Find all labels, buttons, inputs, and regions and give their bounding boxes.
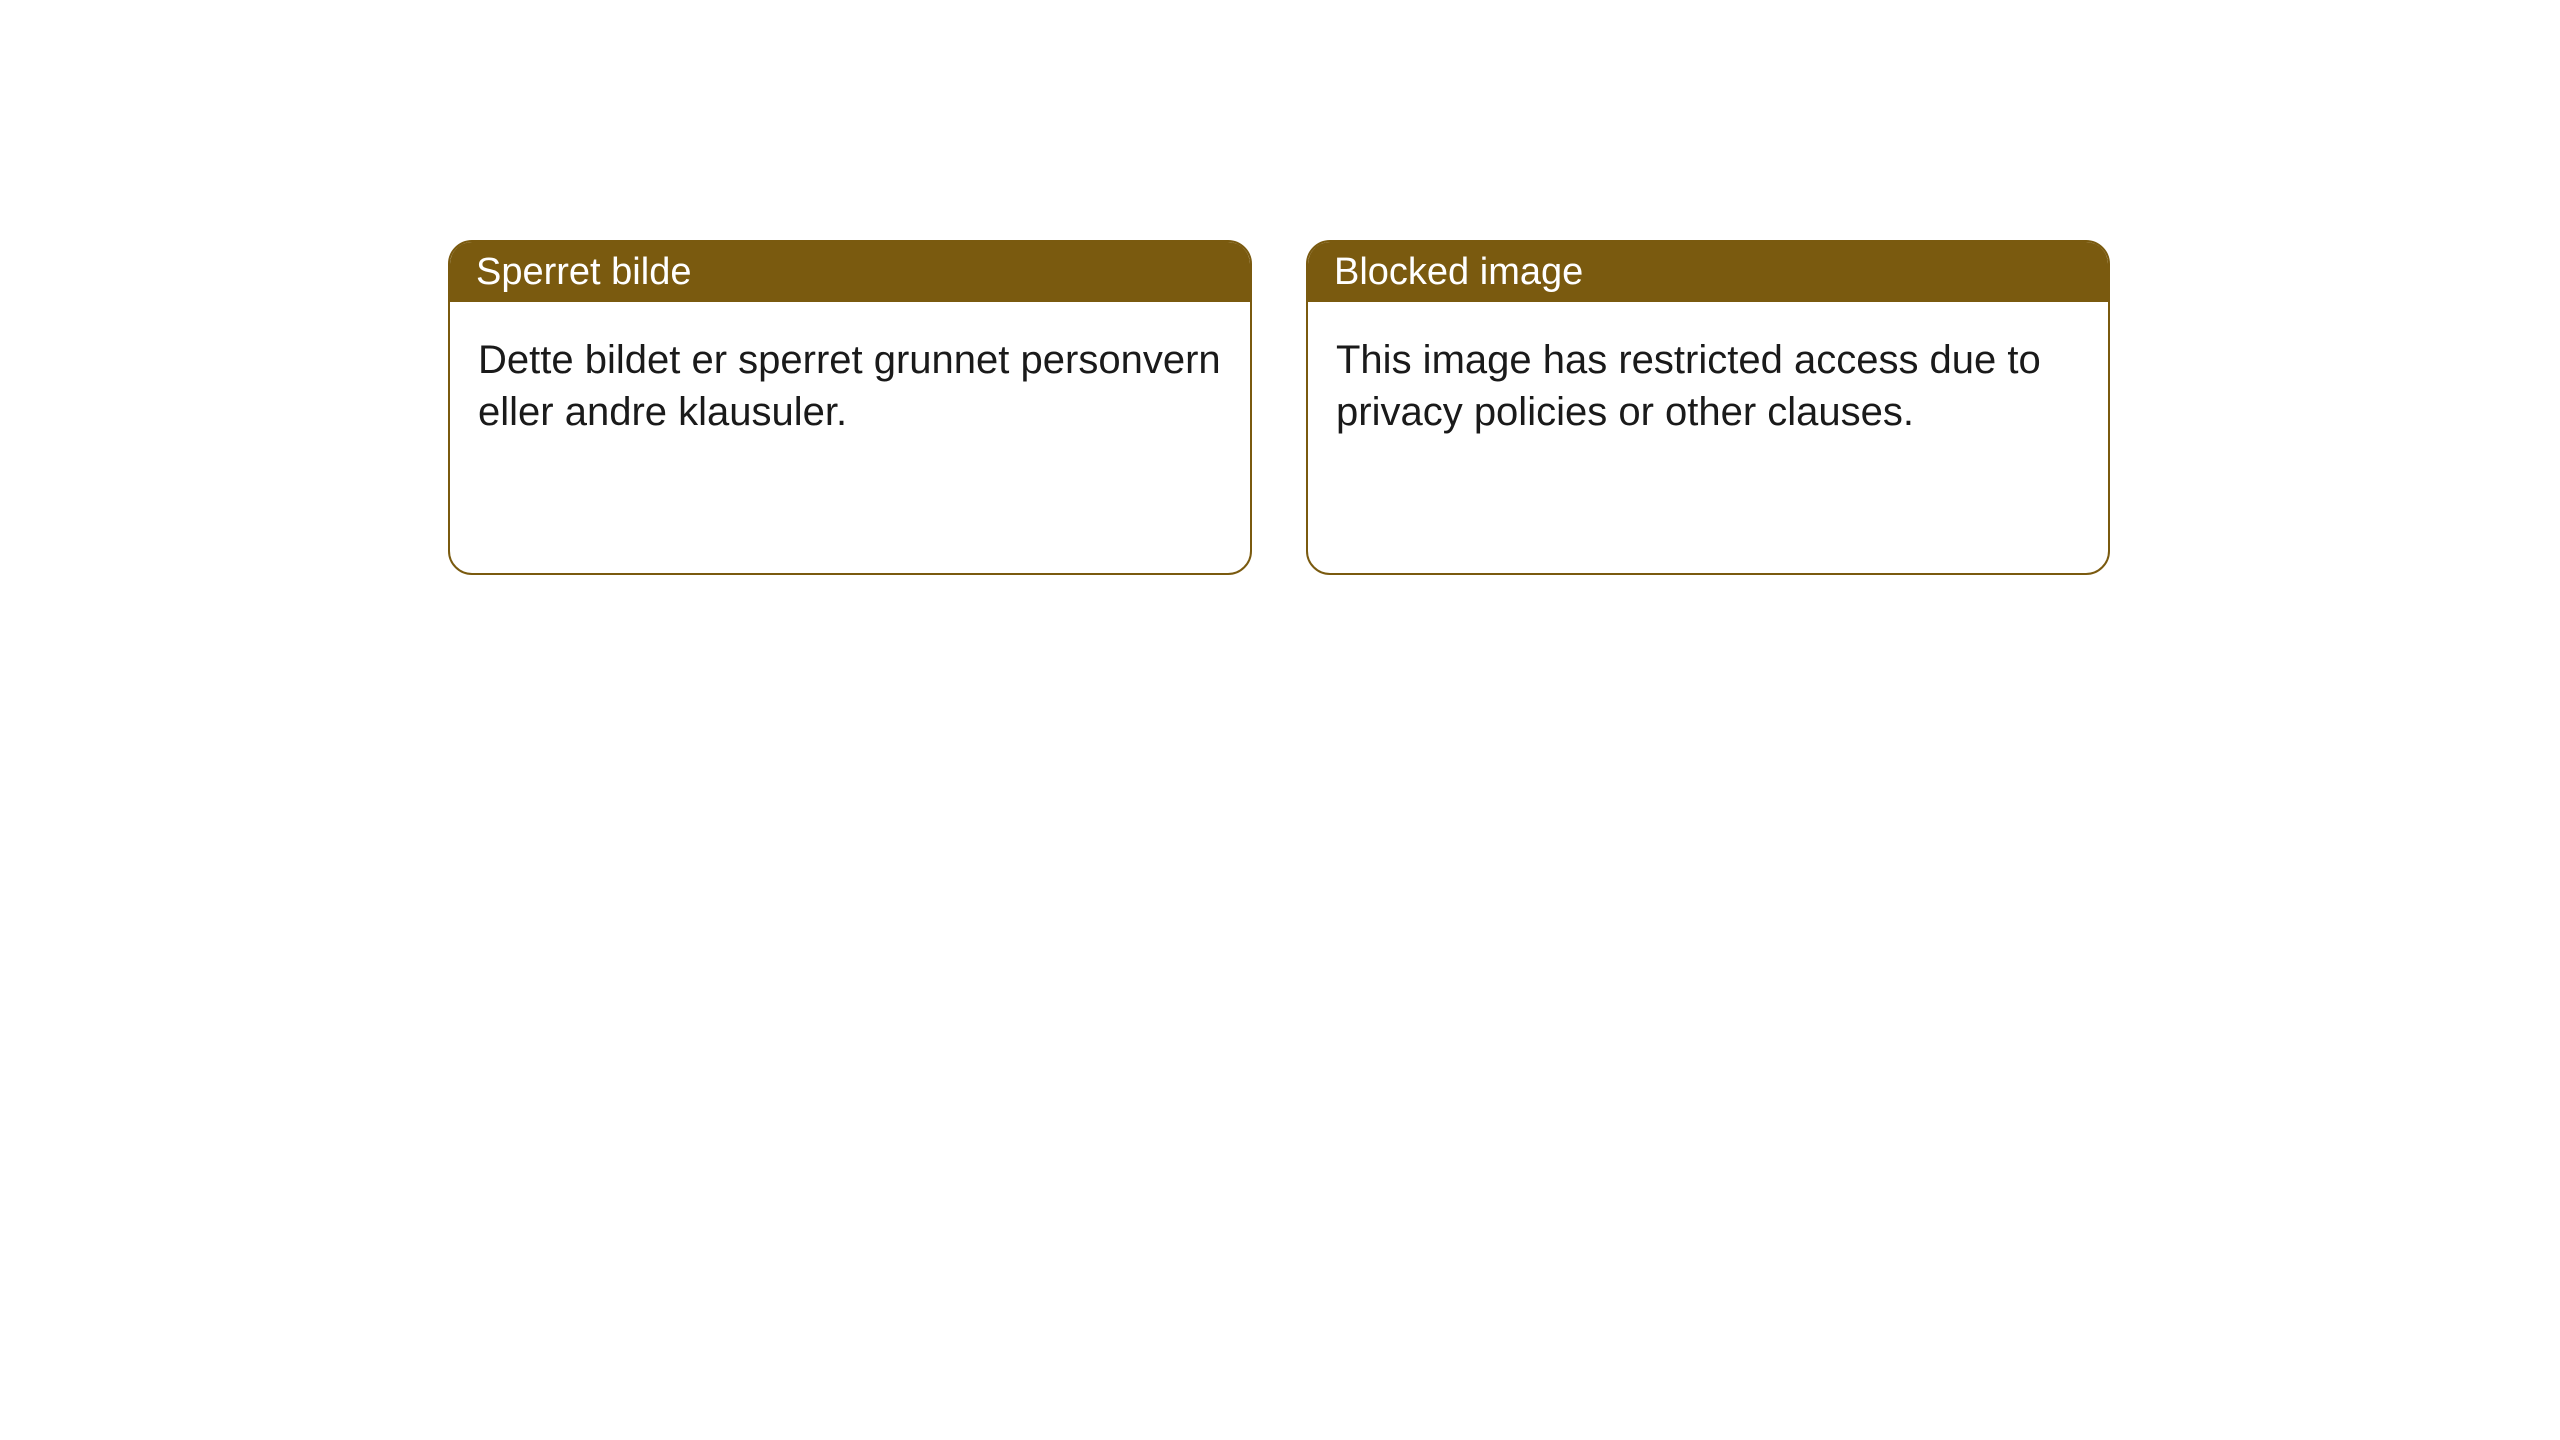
card-body: This image has restricted access due to … [1308,302,2108,470]
blocked-image-card-english: Blocked image This image has restricted … [1306,240,2110,575]
card-title: Sperret bilde [476,251,691,294]
card-body-text: Dette bildet er sperret grunnet personve… [478,338,1221,434]
blocked-image-card-norwegian: Sperret bilde Dette bildet er sperret gr… [448,240,1252,575]
card-body-text: This image has restricted access due to … [1336,338,2041,434]
card-body: Dette bildet er sperret grunnet personve… [450,302,1250,470]
cards-container: Sperret bilde Dette bildet er sperret gr… [448,240,2110,575]
card-header: Sperret bilde [450,242,1250,302]
card-header: Blocked image [1308,242,2108,302]
card-title: Blocked image [1334,251,1583,294]
